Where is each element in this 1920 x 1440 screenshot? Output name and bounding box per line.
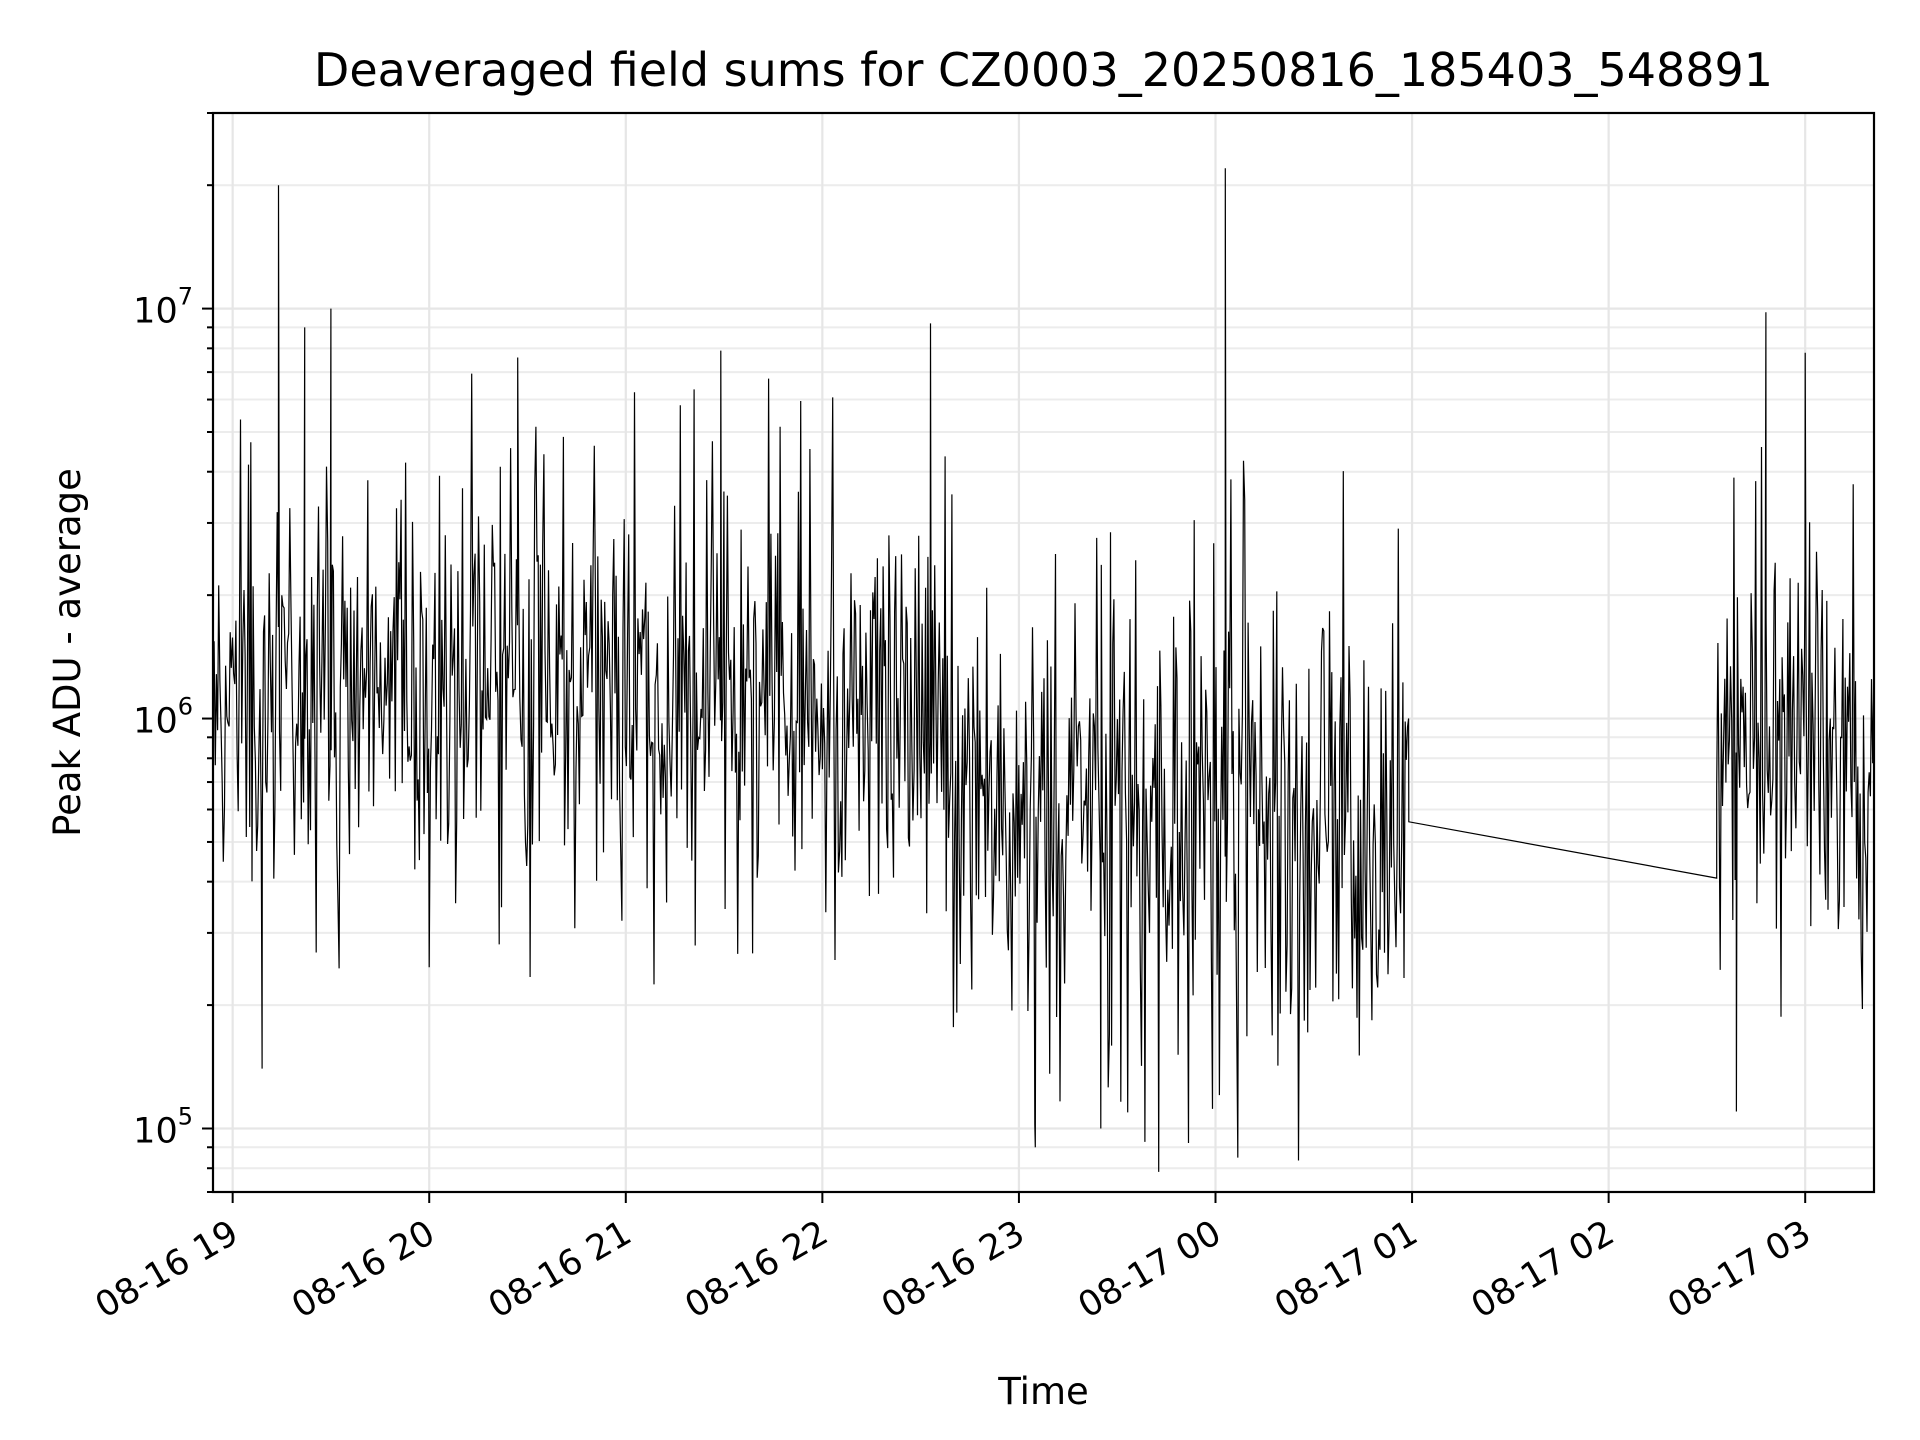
- x-tick-label: 08-16 23: [875, 1213, 1031, 1326]
- y-axis-label: Peak ADU - average: [46, 468, 89, 837]
- y-tick-label-base: 10: [133, 1111, 178, 1151]
- series-line: [213, 168, 1874, 1172]
- y-tick-label: 107: [133, 283, 193, 332]
- x-tick-label: 08-17 03: [1661, 1213, 1817, 1326]
- x-tick-label: 08-17 02: [1465, 1213, 1621, 1326]
- y-tick-label-exponent: 6: [178, 693, 193, 721]
- x-tick-label: 08-16 22: [679, 1213, 835, 1326]
- x-axis-label: Time: [997, 1370, 1089, 1413]
- x-tick-label: 08-16 19: [89, 1213, 245, 1326]
- y-tick-label-exponent: 5: [178, 1102, 193, 1130]
- series-layer: [213, 168, 1874, 1172]
- y-tick-label-base: 10: [133, 292, 178, 332]
- y-tick-label: 106: [133, 693, 193, 742]
- x-tick-label: 08-17 01: [1268, 1213, 1424, 1326]
- y-tick-label-base: 10: [133, 702, 178, 742]
- x-tick-label: 08-17 00: [1072, 1213, 1228, 1326]
- x-tick-label: 08-16 21: [482, 1213, 638, 1326]
- x-tick-label: 08-16 20: [285, 1213, 441, 1326]
- chart-title: Deaveraged field sums for CZ0003_2025081…: [314, 43, 1773, 97]
- y-tick-label: 105: [133, 1102, 193, 1151]
- y-tick-label-exponent: 7: [178, 283, 193, 311]
- plot-frame: [211, 111, 1876, 1194]
